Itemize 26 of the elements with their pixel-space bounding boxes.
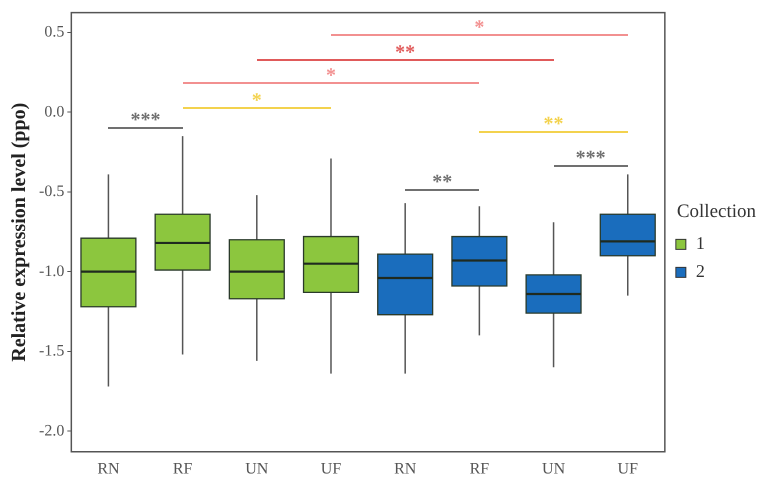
y-tick-label: 0.5 — [44, 24, 64, 41]
x-tick-label: RF — [172, 460, 192, 478]
x-tick-label: UN — [542, 460, 566, 478]
annotation: * — [252, 89, 262, 112]
y-tick-label: -1.5 — [39, 342, 64, 360]
annotation: * — [326, 64, 336, 86]
x-tick-label: RN — [97, 460, 120, 478]
annotation: ** — [395, 41, 416, 64]
y-tick-label: -2.0 — [39, 422, 64, 440]
legend-label: 1 — [696, 233, 705, 254]
x-tick-label: RF — [470, 460, 490, 478]
x-tick-label: RN — [394, 460, 417, 478]
x-tick-label: UN — [245, 460, 269, 478]
x-tick-label: UF — [618, 460, 638, 478]
x-tick-label: UF — [320, 460, 342, 478]
y-axis-title: Relative expression level (ppo) — [8, 102, 30, 362]
y-tick-label: -1.0 — [39, 262, 64, 280]
y-tick-label: 0.0 — [44, 103, 64, 120]
annotation: *** — [576, 146, 606, 169]
y-tick-label: -0.5 — [39, 183, 64, 200]
legend-title: Collection — [676, 201, 756, 222]
legend-label: 2 — [696, 261, 705, 282]
annotation: *** — [130, 109, 161, 132]
annotation: * — [474, 16, 484, 38]
annotation: ** — [432, 171, 452, 194]
annotation: ** — [544, 113, 564, 136]
